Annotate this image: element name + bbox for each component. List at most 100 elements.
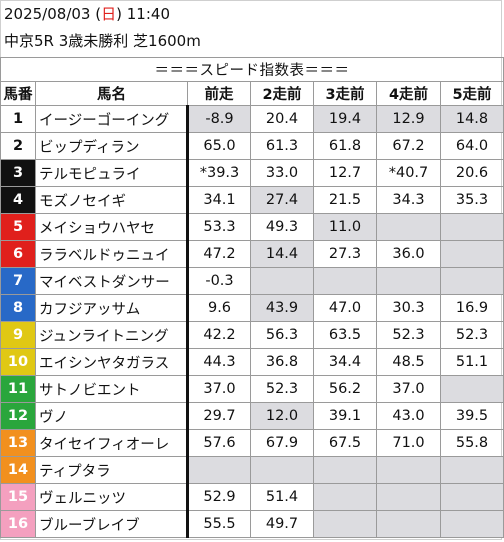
speed-value-3	[313, 483, 377, 511]
speed-value-4	[376, 267, 441, 295]
table-body: 1 イージーゴーイング -8.9 20.4 19.4 12.9 14.8 2 ビップディラン 65…	[0, 105, 504, 538]
speed-value-5: 20.6	[440, 159, 504, 187]
speed-value-2: 61.3	[250, 132, 314, 160]
speed-value-4: 71.0	[376, 429, 441, 457]
speed-value-1: *39.3	[187, 159, 251, 187]
speed-value-3	[313, 267, 377, 295]
race-date: 2025/08/03	[4, 5, 91, 23]
speed-value-5: 64.0	[440, 132, 504, 160]
table-row: 9 ジュンライトニング 42.2 56.3 63.5 52.3 52.3	[0, 321, 504, 349]
speed-value-4	[376, 213, 441, 241]
speed-value-4: 43.0	[376, 402, 441, 430]
speed-value-2: 52.3	[250, 375, 314, 403]
speed-value-5	[440, 375, 504, 403]
speed-value-4	[376, 510, 441, 538]
horse-number: 7	[0, 267, 36, 295]
horse-number: 11	[0, 375, 36, 403]
table-row: 1 イージーゴーイング -8.9 20.4 19.4 12.9 14.8	[0, 105, 504, 133]
speed-value-1: 53.3	[187, 213, 251, 241]
table-row: 8 カフジアッサム 9.6 43.9 47.0 30.3 16.9	[0, 294, 504, 322]
horse-name: モズノセイギ	[35, 186, 189, 214]
speed-value-2: 36.8	[250, 348, 314, 376]
speed-value-2: 49.7	[250, 510, 314, 538]
horse-number: 9	[0, 321, 36, 349]
race-datetime: 2025/08/03 (日) 11:40	[4, 4, 170, 24]
horse-number: 13	[0, 429, 36, 457]
speed-value-1: 52.9	[187, 483, 251, 511]
speed-value-1: 34.1	[187, 186, 251, 214]
speed-value-3: 39.1	[313, 402, 377, 430]
speed-value-3: 21.5	[313, 186, 377, 214]
speed-value-3: 56.2	[313, 375, 377, 403]
speed-value-4	[376, 483, 441, 511]
speed-value-5: 52.3	[440, 321, 504, 349]
horse-number: 15	[0, 483, 36, 511]
speed-value-2: 27.4	[250, 186, 314, 214]
speed-value-5: 14.8	[440, 105, 504, 133]
speed-value-4: 34.3	[376, 186, 441, 214]
horse-name: ララベルドゥニュイ	[35, 240, 189, 268]
speed-value-5	[440, 483, 504, 511]
speed-value-5: 39.5	[440, 402, 504, 430]
horse-number: 16	[0, 510, 36, 538]
speed-value-4	[376, 456, 441, 484]
horse-number: 3	[0, 159, 36, 187]
race-time: 11:40	[126, 5, 170, 23]
speed-value-2: 43.9	[250, 294, 314, 322]
horse-name: ビップディラン	[35, 132, 189, 160]
column-header-2: 前走	[187, 81, 251, 106]
speed-value-2: 49.3	[250, 213, 314, 241]
horse-number: 2	[0, 132, 36, 160]
horse-number: 5	[0, 213, 36, 241]
table-row: 10 エイシンヤタガラス 44.3 36.8 34.4 48.5 51.1	[0, 348, 504, 376]
horse-name: サトノビエント	[35, 375, 189, 403]
column-header-3: 2走前	[250, 81, 314, 106]
race-day: 日	[101, 5, 117, 23]
speed-value-1: 37.0	[187, 375, 251, 403]
speed-value-4: 36.0	[376, 240, 441, 268]
table-title: ＝＝＝スピード指数表＝＝＝	[0, 57, 504, 82]
speed-value-3: 34.4	[313, 348, 377, 376]
speed-value-3	[313, 510, 377, 538]
speed-value-1: -8.9	[187, 105, 251, 133]
horse-name: エイシンヤタガラス	[35, 348, 189, 376]
table-row: 4 モズノセイギ 34.1 27.4 21.5 34.3 35.3	[0, 186, 504, 214]
speed-value-2	[250, 456, 314, 484]
speed-value-3: 61.8	[313, 132, 377, 160]
horse-name: ブルーブレイブ	[35, 510, 189, 538]
speed-value-1	[187, 456, 251, 484]
speed-value-4: 30.3	[376, 294, 441, 322]
speed-value-2: 67.9	[250, 429, 314, 457]
speed-value-4: 37.0	[376, 375, 441, 403]
speed-value-1: 57.6	[187, 429, 251, 457]
speed-value-1: 44.3	[187, 348, 251, 376]
speed-value-2: 56.3	[250, 321, 314, 349]
race-day-open: (	[95, 5, 102, 23]
speed-value-3: 27.3	[313, 240, 377, 268]
horse-name: カフジアッサム	[35, 294, 189, 322]
speed-value-5	[440, 213, 504, 241]
horse-name: テルモピュライ	[35, 159, 189, 187]
speed-value-5	[440, 510, 504, 538]
horse-number: 10	[0, 348, 36, 376]
speed-value-4: 12.9	[376, 105, 441, 133]
column-header-5: 4走前	[376, 81, 441, 106]
horse-number: 6	[0, 240, 36, 268]
table-row: 2 ビップディラン 65.0 61.3 61.8 67.2 64.0	[0, 132, 504, 160]
speed-value-4: 48.5	[376, 348, 441, 376]
speed-value-2: 51.4	[250, 483, 314, 511]
horse-number: 12	[0, 402, 36, 430]
speed-value-1: 29.7	[187, 402, 251, 430]
table-row: 12 ヴノ 29.7 12.0 39.1 43.0 39.5	[0, 402, 504, 430]
horse-name: ヴェルニッツ	[35, 483, 189, 511]
speed-value-3: 19.4	[313, 105, 377, 133]
speed-value-5: 55.8	[440, 429, 504, 457]
speed-value-2: 33.0	[250, 159, 314, 187]
speed-value-1: 65.0	[187, 132, 251, 160]
table-row: 16 ブルーブレイブ 55.5 49.7	[0, 510, 504, 538]
table-row: 3 テルモピュライ *39.3 33.0 12.7 *40.7 20.6	[0, 159, 504, 187]
table-row: 15 ヴェルニッツ 52.9 51.4	[0, 483, 504, 511]
speed-value-2: 20.4	[250, 105, 314, 133]
horse-name: ジュンライトニング	[35, 321, 189, 349]
horse-name: ティプタラ	[35, 456, 189, 484]
